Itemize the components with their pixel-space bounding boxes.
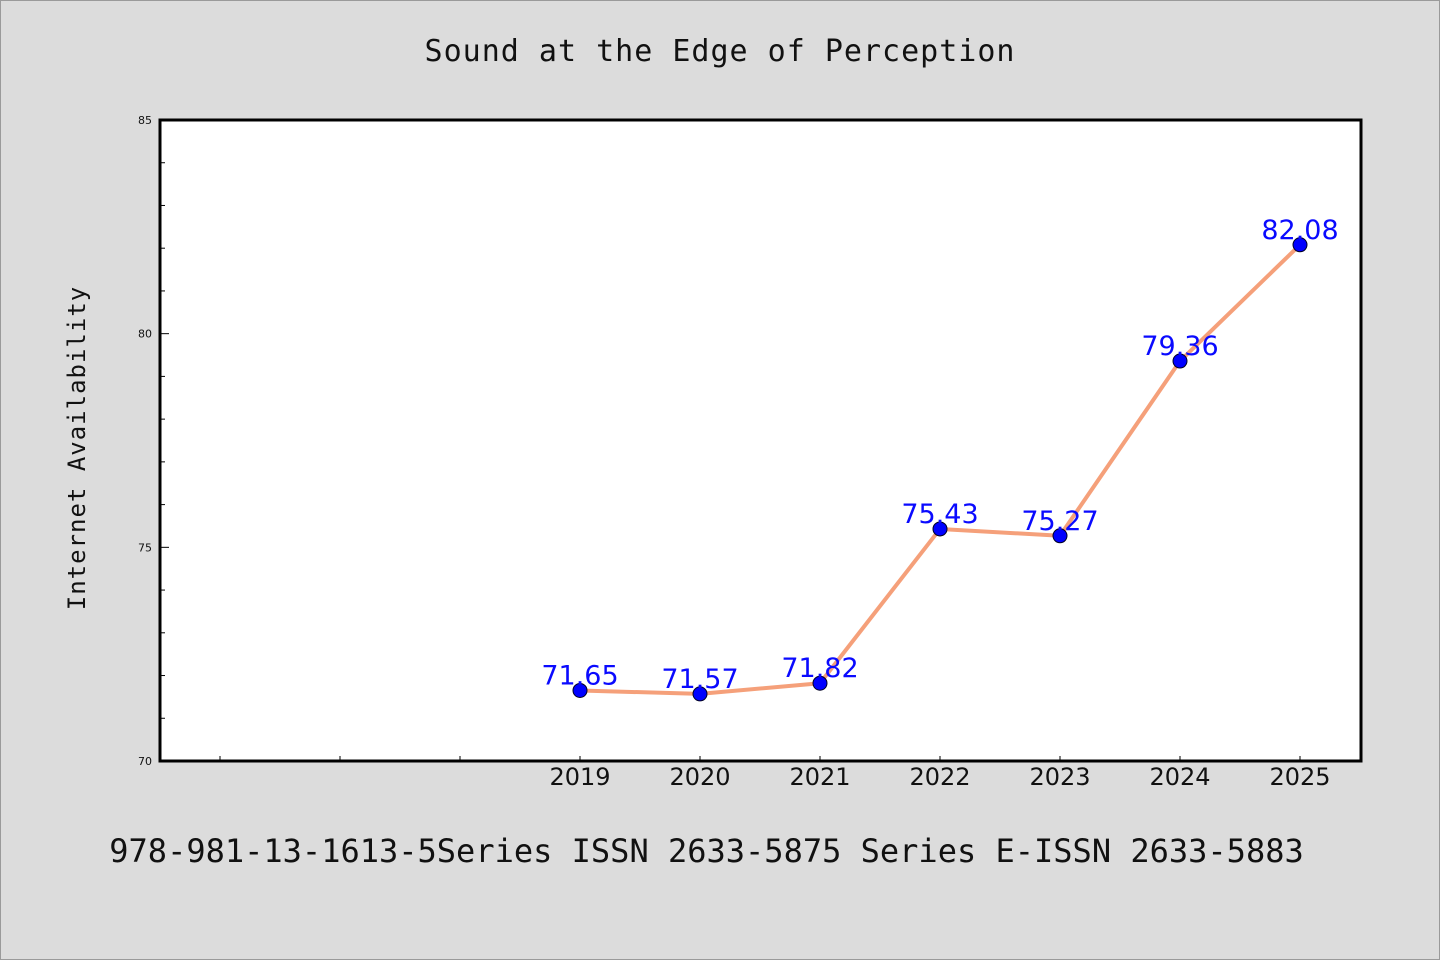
chart-title: Sound at the Edge of Perception <box>424 34 1016 69</box>
y-tick-label: 80 <box>138 328 152 341</box>
data-point <box>1172 353 1188 369</box>
y-tick-label: 85 <box>138 114 152 127</box>
data-label: 75.27 <box>1021 506 1098 537</box>
y-tick-label: 70 <box>138 755 152 768</box>
x-tick-label: 2021 <box>789 763 850 791</box>
data-point <box>1052 528 1068 544</box>
isbn-issn-footer: 978-981-13-1613-5Series ISSN 2633-5875 S… <box>109 832 1304 870</box>
x-tick-label: 2022 <box>909 763 970 791</box>
data-label: 75.43 <box>901 499 978 530</box>
y-axis-ticks: 70 75 80 85 <box>138 114 169 768</box>
x-tick-label: 2025 <box>1269 763 1330 791</box>
x-tick-label: 2020 <box>669 763 730 791</box>
data-markers <box>572 237 1308 702</box>
data-label: 71.57 <box>661 664 738 695</box>
x-tick-label: 2024 <box>1149 763 1210 791</box>
data-label: 82.08 <box>1261 215 1338 246</box>
y-tick-label: 75 <box>138 541 152 554</box>
data-label: 71.65 <box>541 660 618 691</box>
data-labels: 71.65 71.57 71.82 75.43 75.27 79.36 82.08 <box>541 215 1338 695</box>
x-tick-label: 2023 <box>1029 763 1090 791</box>
x-axis-ticks: 2019 2020 2021 2022 2023 2024 2025 <box>219 756 1331 791</box>
data-label: 79.36 <box>1141 331 1218 362</box>
data-label: 71.82 <box>781 653 858 684</box>
plot-area <box>158 118 1363 763</box>
data-point <box>812 675 828 691</box>
data-point <box>572 682 588 698</box>
data-point <box>1292 237 1308 253</box>
data-point <box>932 521 948 537</box>
data-point <box>692 686 708 702</box>
x-tick-label: 2019 <box>549 763 610 791</box>
